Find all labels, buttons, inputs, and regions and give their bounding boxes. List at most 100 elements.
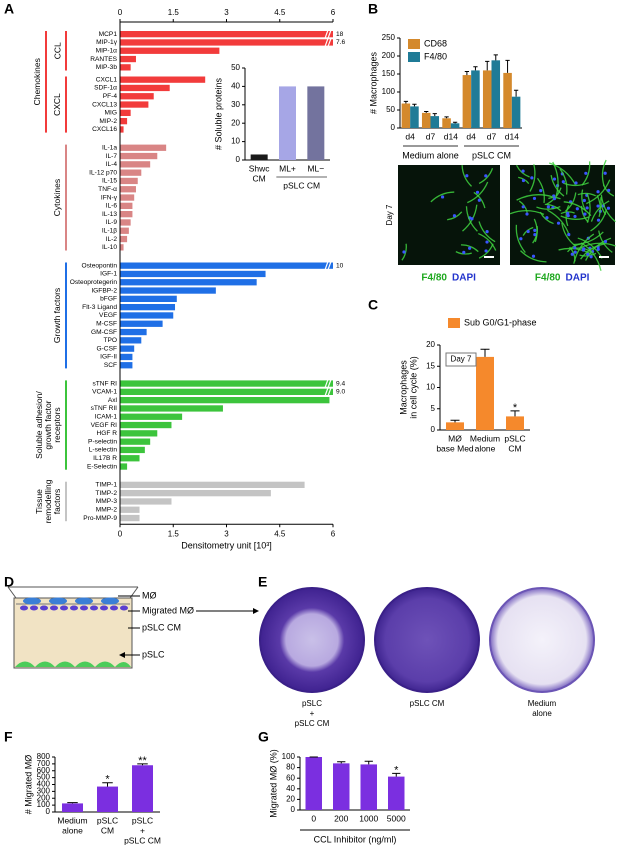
- category-label: GM-CSF: [91, 329, 117, 336]
- cell: [447, 211, 463, 221]
- x-tick-label: CM: [508, 443, 521, 453]
- x-tick-label: 3: [224, 529, 229, 538]
- y-tick-label: 0: [236, 155, 241, 164]
- x-tick-label: pSLC: [504, 433, 525, 443]
- bar: [120, 455, 140, 462]
- error-bar: [464, 70, 470, 76]
- bar: [120, 312, 174, 319]
- nucleus: [530, 176, 534, 180]
- y-tick-label: 100: [37, 800, 51, 809]
- nucleus: [462, 250, 466, 254]
- nucleus: [584, 171, 588, 175]
- nucleus: [561, 180, 565, 184]
- bar: [388, 776, 405, 810]
- x-axis-label: CCL Inhibitor (ng/ml): [314, 834, 397, 844]
- cell: [478, 232, 497, 251]
- x-tick-label: 3: [224, 8, 229, 17]
- bar: [120, 514, 140, 522]
- axis-break: [324, 379, 332, 388]
- nucleus: [533, 228, 537, 232]
- value-label: 7.6: [336, 39, 345, 46]
- x-tick-label: d14: [505, 131, 519, 141]
- x-tick-label: 1000: [359, 813, 378, 823]
- nucleus: [567, 232, 571, 237]
- panel-letter: F: [4, 729, 13, 745]
- well-caption: Medium: [528, 699, 557, 708]
- nucleus: [402, 250, 406, 254]
- nucleus: [575, 207, 579, 211]
- x-tick-label: 200: [334, 813, 348, 823]
- category-label: CXCL16: [92, 126, 117, 133]
- nucleus: [525, 212, 529, 216]
- bar: [62, 803, 83, 812]
- significance-mark: *: [105, 774, 110, 786]
- category-label: Osteoprotegerin: [70, 279, 118, 286]
- caption-marker: DAPI: [566, 273, 590, 284]
- category-label: CXCL13: [92, 101, 117, 108]
- significance-mark: **: [138, 755, 147, 767]
- bar: [491, 60, 501, 128]
- x-axis-label: Densitometry unit [10³]: [181, 541, 272, 551]
- bar: [120, 126, 124, 133]
- panel-letter: A: [4, 1, 14, 17]
- y-tick-label: 40: [286, 784, 295, 793]
- bar: [120, 64, 131, 71]
- group-label: pSLC CM: [283, 180, 320, 190]
- nucleus: [583, 212, 587, 216]
- y-tick-label: 50: [231, 63, 240, 72]
- error-bar: [102, 782, 113, 787]
- cell: [536, 205, 561, 210]
- category-label: IL-12 p70: [89, 169, 117, 176]
- nucleus: [485, 240, 489, 244]
- bar: [120, 481, 305, 488]
- category-label: Flt-3 Ligand: [82, 304, 117, 311]
- panel-letter: E: [258, 574, 267, 590]
- bar: [120, 380, 333, 387]
- cell: [516, 194, 553, 201]
- bar: [120, 446, 145, 454]
- cell: [565, 204, 570, 227]
- error-bar: [452, 121, 458, 124]
- bar: [120, 337, 142, 344]
- y-axis-label: Macrophages: [398, 360, 408, 415]
- y-axis-label: Migrated MØ (%): [268, 749, 278, 818]
- cell: [580, 243, 605, 260]
- x-tick-label: ML+: [279, 163, 296, 173]
- y-tick-label: 150: [382, 69, 396, 78]
- category-label: RANTES: [90, 56, 117, 63]
- y-tick-label: 500: [37, 773, 51, 782]
- subgroup-label: CCL: [52, 42, 62, 59]
- y-tick-label: 300: [37, 786, 51, 795]
- category-label: IGF-1: [100, 271, 117, 278]
- well-caption: pSLC CM: [410, 699, 445, 708]
- x-tick-label: pSLC CM: [124, 835, 161, 845]
- category-label: IL-13: [102, 211, 117, 218]
- bar: [120, 397, 330, 404]
- nucleus: [606, 206, 611, 210]
- nucleus: [573, 214, 577, 219]
- cell: [430, 191, 455, 203]
- bar: [120, 101, 149, 108]
- x-tick-label: Medium: [57, 815, 87, 825]
- category-label: MIP-3b: [96, 64, 118, 71]
- category-label: IL-9: [106, 219, 118, 226]
- cell: [536, 177, 545, 204]
- bar: [120, 219, 131, 226]
- nucleus: [470, 217, 474, 221]
- bar: [97, 786, 118, 812]
- axis-break: [324, 261, 332, 271]
- cell: [473, 191, 486, 209]
- category-label: Osteopontin: [81, 262, 117, 269]
- row-label: Day 7: [385, 204, 394, 225]
- wells: [259, 587, 595, 693]
- nucleus: [603, 239, 608, 244]
- x-tick-label: ML−: [307, 163, 324, 173]
- x-tick-label: base Med: [436, 443, 474, 453]
- group-label: Soluble adhesion/: [34, 391, 44, 459]
- x-tick-label: Shwc: [249, 163, 271, 173]
- error-bar: [485, 60, 490, 71]
- cell: [533, 218, 538, 243]
- bar: [476, 356, 494, 430]
- category-label: HGF R: [96, 430, 117, 437]
- nucleus: [521, 178, 526, 183]
